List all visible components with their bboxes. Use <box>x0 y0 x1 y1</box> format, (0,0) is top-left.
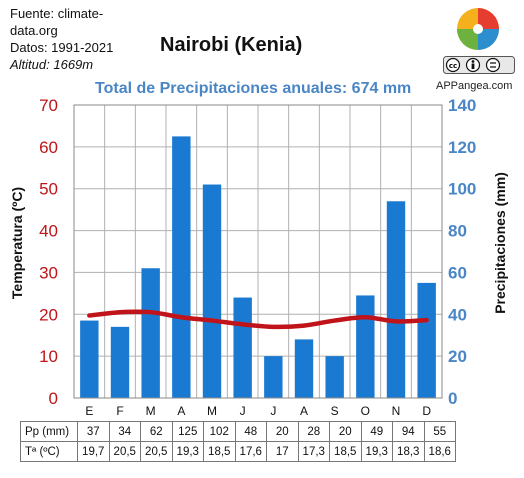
month-label: D <box>422 404 431 418</box>
left-tick-label: 40 <box>39 222 58 241</box>
month-label: F <box>116 404 123 418</box>
precip-bar <box>172 136 190 398</box>
precip-bar <box>356 295 374 398</box>
temp-value-cell: 17,6 <box>235 442 267 462</box>
precip-value-cell: 37 <box>78 422 110 442</box>
month-label: M <box>146 404 156 418</box>
precip-value-cell: 34 <box>109 422 141 442</box>
table-row: Tª (ºC) 19,7 20,5 20,5 19,3 18,5 17,6 17 17,3 18… <box>21 442 456 462</box>
left-axis-ticks: 0 10 20 30 40 50 60 70 <box>39 96 58 408</box>
precip-value-cell: 55 <box>424 422 456 442</box>
temp-value-cell: 17,3 <box>298 442 330 462</box>
temp-value-cell: 18,5 <box>330 442 362 462</box>
precip-bar <box>141 268 159 398</box>
month-label: N <box>392 404 401 418</box>
right-tick-label: 80 <box>448 222 467 241</box>
month-label: A <box>300 404 308 418</box>
right-tick-label: 0 <box>448 389 457 408</box>
left-tick-label: 60 <box>39 138 58 157</box>
right-tick-label: 100 <box>448 180 476 199</box>
month-label: J <box>240 404 246 418</box>
left-tick-label: 70 <box>39 96 58 115</box>
row-header-temp: Tª (ºC) <box>21 442 78 462</box>
data-table: Pp (mm) 37 34 62 125 102 48 20 28 20 49 94 55 Tª (º… <box>20 421 456 462</box>
precip-bar <box>80 321 98 398</box>
precip-value-cell: 20 <box>330 422 362 442</box>
left-tick-label: 30 <box>39 263 58 282</box>
precip-bar <box>417 283 435 398</box>
month-label: A <box>177 404 185 418</box>
left-tick-label: 10 <box>39 347 58 366</box>
right-axis-ticks: 0 20 40 60 80 100 120 140 <box>448 96 476 408</box>
temp-value-cell: 17 <box>267 442 299 462</box>
temp-value-cell: 20,5 <box>141 442 173 462</box>
precip-value-cell: 48 <box>235 422 267 442</box>
right-tick-label: 40 <box>448 305 467 324</box>
precip-value-cell: 94 <box>393 422 425 442</box>
precip-bar <box>233 298 251 398</box>
left-tick-label: 20 <box>39 305 58 324</box>
temp-value-cell: 20,5 <box>109 442 141 462</box>
precip-bar <box>325 356 343 398</box>
precip-value-cell: 125 <box>172 422 204 442</box>
temp-value-cell: 19,3 <box>172 442 204 462</box>
temp-value-cell: 19,7 <box>78 442 110 462</box>
month-label: O <box>361 404 370 418</box>
right-axis-label: Precipitaciones (mm) <box>492 172 508 314</box>
month-label: M <box>207 404 217 418</box>
month-label: E <box>85 404 93 418</box>
precip-bar <box>111 327 129 398</box>
table-row: Pp (mm) 37 34 62 125 102 48 20 28 20 49 94 55 <box>21 422 456 442</box>
precip-value-cell: 49 <box>361 422 393 442</box>
month-label: J <box>270 404 276 418</box>
precip-value-cell: 62 <box>141 422 173 442</box>
precip-bar <box>264 356 282 398</box>
right-tick-label: 140 <box>448 96 476 115</box>
row-header-precip: Pp (mm) <box>21 422 78 442</box>
right-tick-label: 60 <box>448 263 467 282</box>
precip-bar <box>387 201 405 398</box>
month-label: S <box>331 404 339 418</box>
precip-bar <box>295 339 313 398</box>
right-tick-label: 120 <box>448 138 476 157</box>
left-axis-label: Temperatura (ºC) <box>9 187 25 299</box>
precip-bar <box>203 185 221 398</box>
temp-value-cell: 18,5 <box>204 442 236 462</box>
precip-value-cell: 28 <box>298 422 330 442</box>
temp-value-cell: 19,3 <box>361 442 393 462</box>
temp-value-cell: 18,6 <box>424 442 456 462</box>
precip-value-cell: 20 <box>267 422 299 442</box>
left-tick-label: 0 <box>49 389 58 408</box>
right-tick-label: 20 <box>448 347 467 366</box>
precip-value-cell: 102 <box>204 422 236 442</box>
temp-value-cell: 18,3 <box>393 442 425 462</box>
left-tick-label: 50 <box>39 180 58 199</box>
